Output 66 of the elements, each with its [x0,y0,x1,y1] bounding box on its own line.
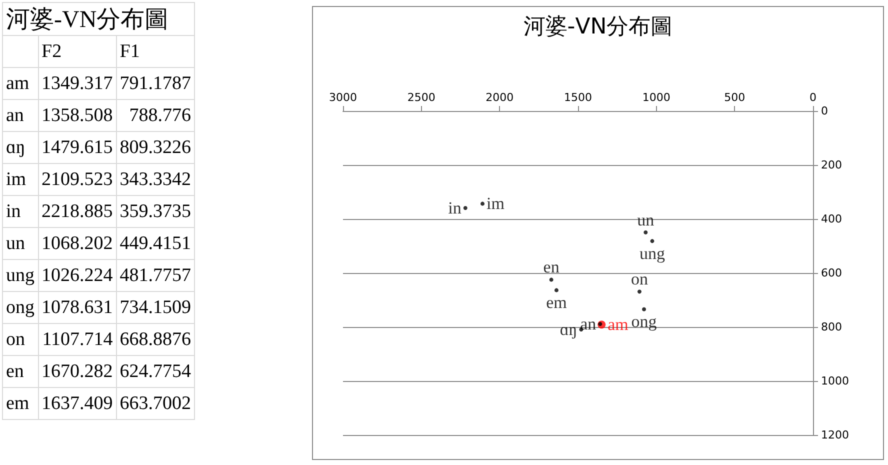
data-label: 809.3226 [116,132,194,164]
series-label: em [546,293,567,312]
data-label: 624.7754 [116,356,194,388]
x-tick-label: 500 [724,91,746,104]
data-label: 2218.885 [38,196,116,228]
category-label: ɑŋ [2,132,38,164]
x-tick-label: 1500 [564,91,592,104]
point [554,288,558,292]
category-label: an [2,100,38,132]
data-label: 481.7757 [116,260,194,292]
data-label: 343.3342 [116,164,194,196]
data-label: 734.1509 [116,292,194,324]
point [549,278,554,282]
x-tick-label: 2000 [486,91,514,104]
series-label: im [486,194,504,214]
data-label: 359.3735 [116,196,194,228]
series-label: on [630,270,648,289]
data-label: 791.1787 [116,68,194,100]
x-tick-label: 2500 [407,91,436,104]
chart-title: 河婆-VN分布圖 [523,14,673,40]
y-tick-label: 1000 [821,374,849,388]
y-tick-label: 1200 [821,428,849,442]
category-label: ung [2,260,38,292]
y-tick-label: 600 [821,266,842,280]
text: 河婆-VN分布圖 [2,2,194,36]
data-label: 449.4151 [116,228,194,260]
category-label: am [2,68,38,100]
category-label: im [2,164,38,196]
category-label: ong [2,292,38,324]
data-label: 788.776 [116,100,194,132]
category-label: en [2,356,38,388]
legend-label: F1 [116,36,194,68]
y-tick-label: 800 [821,320,842,334]
category-label: em [2,388,38,420]
data-label: 663.7002 [116,388,194,420]
data-label: 1068.202 [38,228,116,260]
x-tick-label: 0 [810,91,816,104]
y-tick-label: 0 [821,104,828,118]
category-label: on [2,324,38,356]
data-label: 1479.615 [38,132,116,164]
series-label: ong [631,312,658,332]
data-label: 1026.224 [38,260,116,292]
point [642,307,646,312]
series-label: ung [639,244,666,264]
data-label: 2109.523 [38,164,116,196]
point [650,239,654,244]
y-tick-label: 200 [821,158,842,172]
data-label: 1358.508 [38,100,116,132]
series-label: in [448,198,462,218]
x-tick-label: 1000 [642,91,670,104]
data-label: 1349.317 [38,68,116,100]
data-label: 1107.714 [38,324,116,356]
series-label: en [543,258,560,277]
point [480,202,485,206]
category-label: in [2,196,38,228]
y-tick-label: 400 [821,212,842,226]
data-label: 668.8876 [116,324,194,356]
point [637,290,642,294]
legend-label: F2 [38,36,116,68]
point [463,206,468,210]
point [644,230,648,234]
data-label: 1637.409 [38,388,116,420]
data-label: 1078.631 [38,292,116,324]
x-tick-label: 3000 [329,91,357,104]
category-label: un [2,228,38,260]
data-label: 1670.282 [38,356,116,388]
